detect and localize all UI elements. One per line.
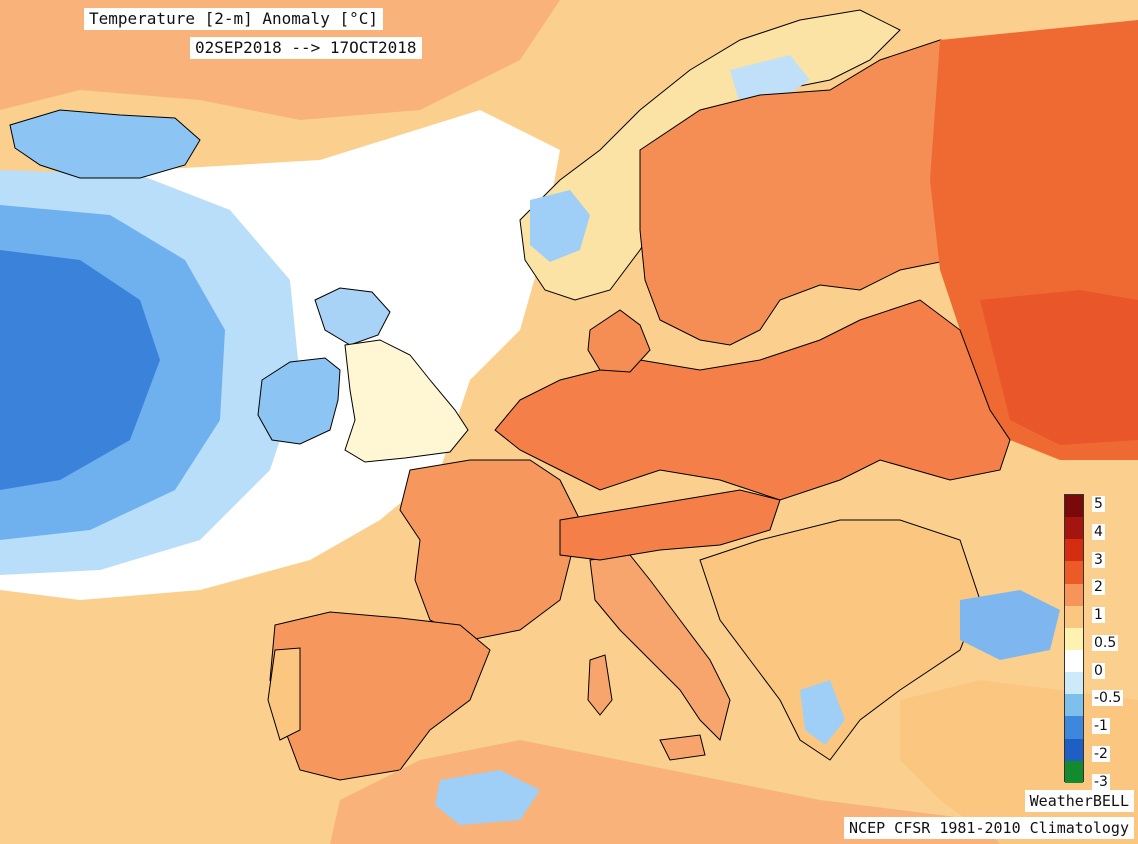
- legend-swatch: [1065, 517, 1083, 540]
- legend-tick-label: -0.5: [1092, 690, 1124, 707]
- legend-tick-label: 0: [1092, 662, 1105, 679]
- legend-tick-label: 4: [1092, 523, 1105, 540]
- legend-tick-label: 2: [1092, 579, 1105, 596]
- legend-color-bar: [1064, 494, 1084, 783]
- legend-swatch: [1065, 716, 1083, 739]
- north-africa-cool-patch: [435, 770, 540, 825]
- legend-swatch: [1065, 649, 1083, 673]
- legend-tick-label: -2: [1092, 746, 1110, 763]
- legend-tick-label: 1: [1092, 607, 1105, 624]
- great-britain: [344, 339, 469, 463]
- ireland-cool-area: [257, 357, 341, 445]
- legend-tick-label: -1: [1092, 718, 1110, 735]
- legend-swatch: [1065, 539, 1083, 562]
- legend-tick-label: 5: [1092, 496, 1105, 512]
- legend-tick-label: -3: [1092, 773, 1110, 790]
- legend-tick-label: 0.5: [1092, 634, 1119, 651]
- legend-swatch: [1065, 605, 1083, 628]
- france: [399, 459, 581, 641]
- alpine-region: [559, 489, 781, 561]
- italy: [589, 554, 731, 741]
- color-legend: 5 4 3 2 1 0.5 0 -0.5 -1 -2 -3: [1062, 494, 1134, 790]
- black-sea-cool-area: [960, 590, 1060, 660]
- legend-swatch: [1065, 738, 1083, 761]
- climatology-label: NCEP CFSR 1981-2010 Climatology: [844, 817, 1134, 839]
- north-atlantic-warm-band: [0, 0, 560, 120]
- sweden-finland: [639, 39, 1001, 346]
- sicily: [659, 734, 706, 761]
- legend-swatch: [1065, 672, 1083, 695]
- corsica-sardinia: [587, 654, 613, 716]
- balkans-cool-patch: [800, 680, 845, 745]
- legend-swatch: [1065, 760, 1083, 783]
- map-title: Temperature [2-m] Anomaly [°C]: [84, 8, 383, 30]
- central-europe: [494, 299, 1011, 501]
- legend-swatch: [1065, 495, 1083, 518]
- denmark: [587, 309, 651, 373]
- russia-hot-core: [980, 290, 1138, 445]
- scotland-cool-area: [314, 287, 391, 346]
- portugal: [267, 647, 301, 741]
- legend-swatch: [1065, 694, 1083, 717]
- norway-cool-patch: [530, 190, 590, 262]
- date-range: 02SEP2018 --> 17OCT2018: [190, 37, 422, 59]
- legend-tick-label: 3: [1092, 551, 1105, 568]
- legend-swatch: [1065, 583, 1083, 606]
- credit-label: WeatherBELL: [1024, 790, 1134, 812]
- legend-swatch: [1065, 627, 1083, 650]
- cold-anomaly-core: [0, 250, 160, 490]
- iceland-cool-area: [9, 109, 201, 179]
- legend-swatch: [1065, 561, 1083, 584]
- balkans: [699, 519, 981, 761]
